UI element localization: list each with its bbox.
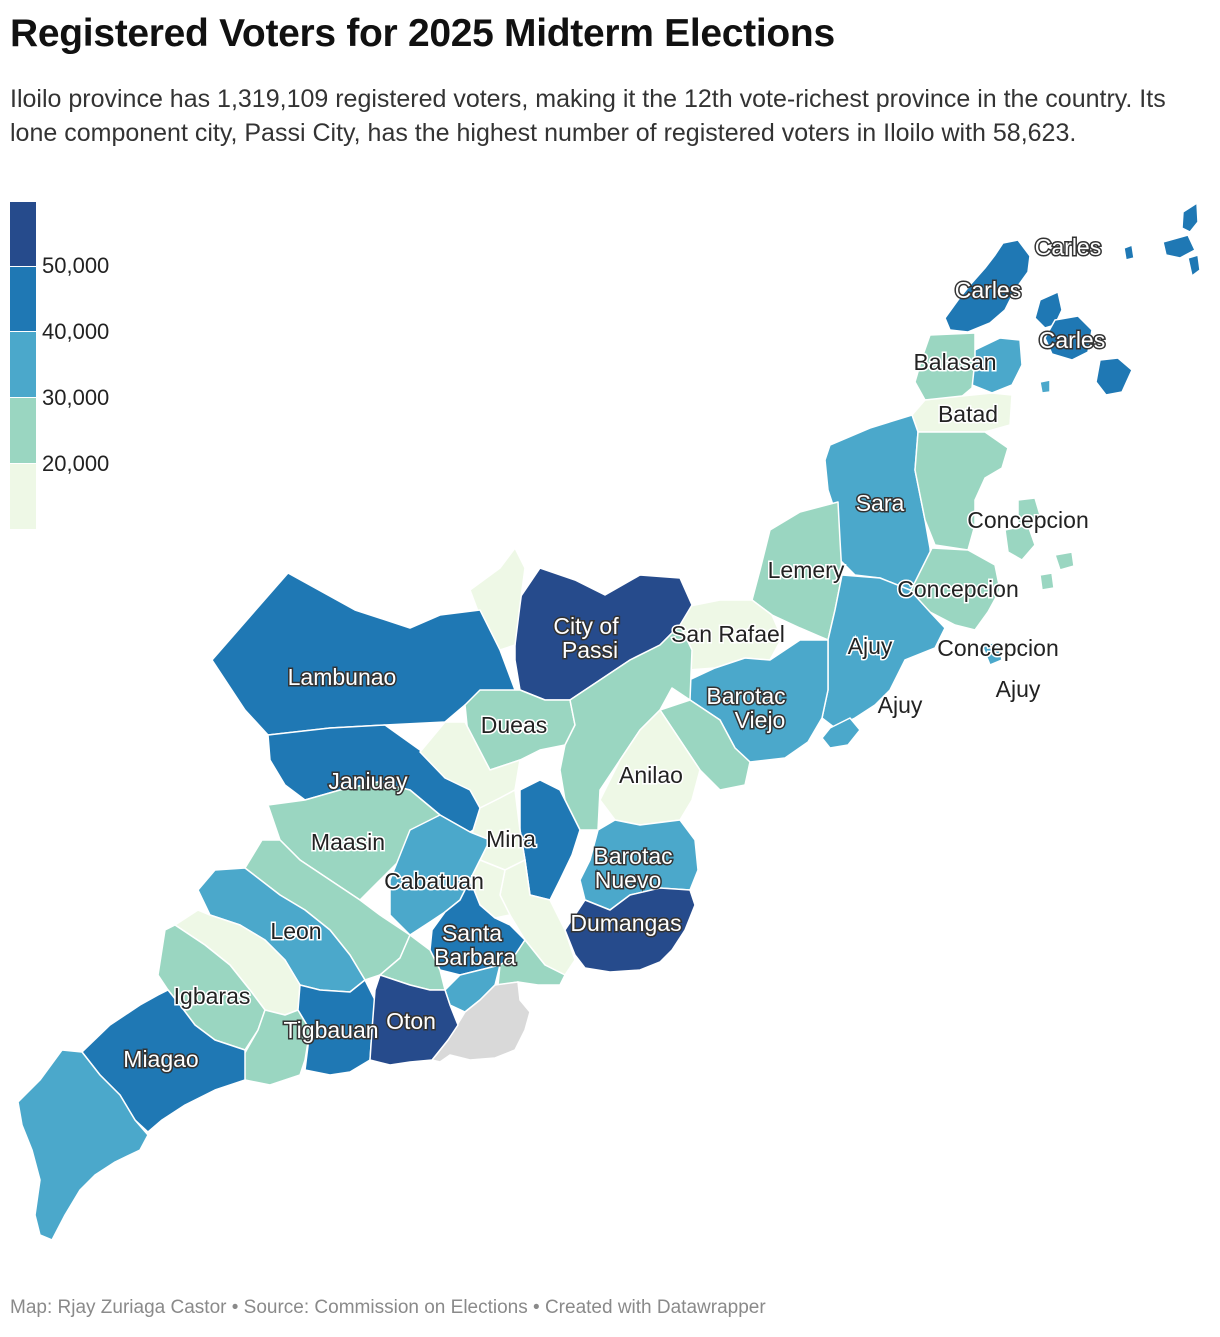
label-santa-barbara-line2: Barbara xyxy=(434,944,516,970)
label-carles-1: Carles xyxy=(1035,234,1101,260)
region-oton[interactable] xyxy=(369,974,459,1066)
label-leon: Leon xyxy=(270,918,321,944)
label-santa-barbara-line1: Santa xyxy=(442,920,502,946)
label-ajuy-3: Ajuy xyxy=(878,692,923,718)
label-igbaras: Igbaras xyxy=(174,983,251,1009)
label-city-of-passi-line1: City of xyxy=(553,613,619,639)
label-barotac-viejo-line2: Viejo xyxy=(735,707,786,733)
label-barotac-nuevo-line1: Barotac xyxy=(593,843,672,869)
map-title: Registered Voters for 2025 Midterm Elect… xyxy=(10,12,835,55)
label-ajuy-2: Ajuy xyxy=(996,676,1041,702)
label-concepcion-2: Concepcion xyxy=(897,576,1018,602)
label-dueas: Dueas xyxy=(481,712,547,738)
region-carles-mainland[interactable] xyxy=(944,239,1031,333)
label-barotac-viejo-line1: Barotac xyxy=(706,683,785,709)
region-concepcion-island-2[interactable] xyxy=(1004,524,1036,561)
region-dumangas[interactable] xyxy=(564,887,696,973)
label-miagao: Miagao xyxy=(123,1046,198,1072)
legend-swatch-20k-30k xyxy=(10,398,36,463)
legend-swatch-30k-40k xyxy=(10,332,36,397)
label-lemery: Lemery xyxy=(768,557,845,583)
region-iloilo-city[interactable] xyxy=(431,981,531,1063)
label-sara: Sara xyxy=(856,490,905,516)
label-concepcion-3: Concepcion xyxy=(937,635,1058,661)
label-anilao: Anilao xyxy=(619,762,683,788)
region-anilao[interactable] xyxy=(599,709,701,826)
label-batad: Batad xyxy=(938,401,998,427)
region-carles-sicogon[interactable] xyxy=(1044,315,1093,361)
color-legend: 50,000 40,000 30,000 20,000 xyxy=(10,200,210,532)
label-lambunao: Lambunao xyxy=(288,664,397,690)
legend-swatch-below-20k xyxy=(10,464,36,529)
legend-tick-30000: 30,000 xyxy=(42,385,110,410)
legend-swatch-40k-50k xyxy=(10,267,36,331)
region-carles-island-3[interactable] xyxy=(1187,254,1201,277)
label-dumangas: Dumangas xyxy=(570,910,681,936)
label-city-of-passi-line2: Passi xyxy=(562,637,618,663)
label-concepcion-1: Concepcion xyxy=(967,507,1088,533)
region-concepcion-island-3[interactable] xyxy=(1054,551,1075,571)
legend-tick-20000: 20,000 xyxy=(42,451,110,476)
legend-tick-50000: 50,000 xyxy=(42,253,110,278)
region-balasan-islet[interactable] xyxy=(1039,379,1051,394)
label-san-rafael: San Rafael xyxy=(671,621,785,647)
region-concepcion-island-4[interactable] xyxy=(1039,572,1055,591)
region-concepcion-islet[interactable] xyxy=(981,641,1003,666)
region-san-joaquin[interactable] xyxy=(17,1049,149,1241)
label-mina: Mina xyxy=(486,826,536,852)
label-ajuy-1: Ajuy xyxy=(848,633,893,659)
region-concepcion-mainland[interactable] xyxy=(914,431,1009,551)
region-carles-island-2[interactable] xyxy=(1162,234,1196,259)
label-carles-2: Carles xyxy=(955,277,1021,303)
legend-tick-40000: 40,000 xyxy=(42,319,110,344)
map-subtitle: Iloilo province has 1,319,109 registered… xyxy=(10,85,1166,147)
legend-swatch-50k-plus xyxy=(10,202,36,266)
label-maasin: Maasin xyxy=(311,829,385,855)
label-oton: Oton xyxy=(386,1008,436,1034)
region-carles-gigantes[interactable] xyxy=(1095,357,1133,396)
label-carles-3: Carles xyxy=(1039,327,1105,353)
label-barotac-nuevo-line2: Nuevo xyxy=(595,867,661,893)
label-tigbauan: Tigbauan xyxy=(283,1017,378,1043)
map-footer-credits: Map: Rjay Zuriaga Castor • Source: Commi… xyxy=(10,1297,766,1318)
region-concepcion-island-1[interactable] xyxy=(1017,497,1041,529)
label-cabatuan: Cabatuan xyxy=(384,868,484,894)
label-balasan: Balasan xyxy=(913,349,996,375)
region-ajuy-coast[interactable] xyxy=(821,717,861,749)
region-carles-island-1[interactable] xyxy=(1181,202,1199,233)
region-carles-island-4[interactable] xyxy=(1123,244,1135,261)
label-janiuay: Janiuay xyxy=(328,768,408,794)
